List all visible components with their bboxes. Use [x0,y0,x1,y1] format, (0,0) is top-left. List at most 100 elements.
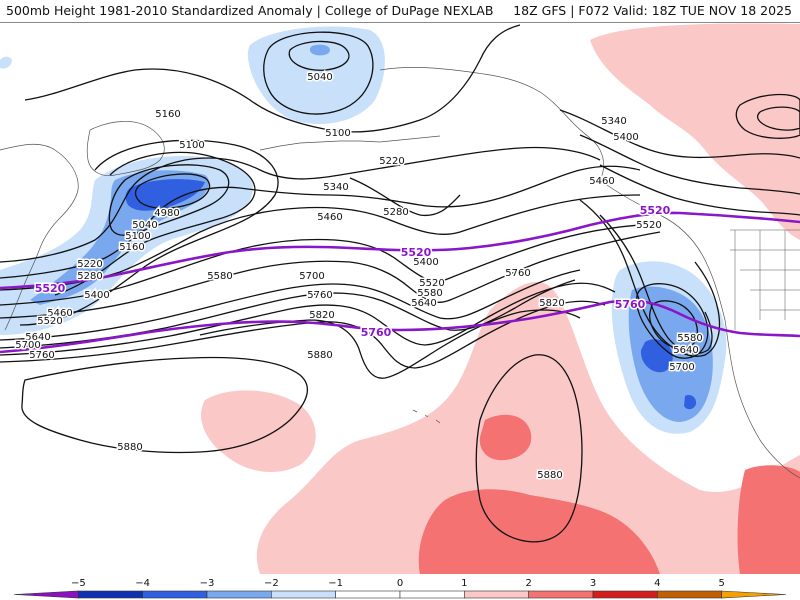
contour-5460-east [599,164,800,216]
negative-anomaly-kamchatka-inner [125,179,205,211]
contour-5340 [0,194,641,291]
colorbar-tick-label: −1 [328,578,343,589]
contour-5400 [0,224,641,306]
colorbar-swatch [142,590,208,599]
contour-ne-low-1 [735,93,800,139]
colorbar: −5 −4 −3 −2 −1 0 1 2 3 4 5 [0,574,800,600]
contour-trough-mid [599,214,713,355]
contour-label-5280: 5280 [77,271,102,282]
contour-label-5340: 5340 [323,182,348,193]
contour-5700-main [0,282,616,356]
coastlines [0,67,800,479]
contour-label-5640: 5640 [411,298,436,309]
colorbar-swatches [13,590,787,599]
coastline-hawaii [412,409,441,424]
contour-5220 [0,146,601,263]
contour-label-5400: 5400 [84,290,109,301]
model-run-info: 18Z GFS | F072 Valid: 18Z TUE NOV 18 202… [513,3,792,18]
colorbar-tick-label: −5 [71,578,86,589]
colorbar-tick-label: 1 [461,578,467,589]
map-title: 500mb Height 1981-2010 Standardized Anom… [6,3,494,18]
contour-label-5040: 5040 [307,72,332,83]
colorbar-tick-label: −3 [200,578,215,589]
map-canvas: 5040510051605100498050405100516052205280… [0,22,800,574]
contour-label-5340: 5340 [601,116,626,127]
negative-anomaly-east-pacific-core [640,339,673,373]
contour-label-5460: 5460 [589,176,614,187]
contour-5460 [0,231,661,319]
positive-anomaly-northeast [590,23,800,240]
contour-label-5100: 5100 [325,128,350,139]
colorbar-swatch [271,590,336,599]
highlight-contours [0,211,800,354]
highlight-label-5520: 5520 [401,246,432,259]
contour-5160-north [24,24,521,133]
negative-anomaly-bering [247,26,385,124]
contour-trough-outer [579,199,721,357]
contour-5160-kamchatka [19,139,279,326]
contour-label-5220: 5220 [379,156,404,167]
colorbar-tick-label: 3 [590,578,596,589]
contour-label-4980: 4980 [154,208,179,219]
contour-5100-kamchatka [54,151,256,296]
contour-label-5880: 5880 [117,442,142,453]
contour-5280 [0,165,641,279]
colorbar-swatch [657,590,722,599]
highlight-label-5520: 5520 [640,204,671,217]
negative-anomaly-east-pacific-spot [684,394,697,410]
contour-label-5580: 5580 [677,333,702,344]
contour-label-5640: 5640 [25,332,50,343]
contour-label-5160: 5160 [119,242,144,253]
contour-label-5460: 5460 [47,308,72,319]
contour-label-5160: 5160 [155,109,180,120]
contour-label-5280: 5280 [383,207,408,218]
coastline-aleutians [259,135,441,151]
contour-5040-kamchatka [108,164,230,236]
highlight-label-5760: 5760 [615,298,646,311]
negative-anomaly-aleutians-west [0,56,12,69]
anomaly-shading [0,23,800,574]
colorbar-swatch [592,590,658,599]
highlight-contour-5760 [0,299,800,354]
contour-5880-east [475,354,583,543]
contour-5760-main [0,300,606,369]
contour-label-5760: 5760 [307,290,332,301]
contour-label-5520: 5520 [636,220,661,231]
contour-label-5760: 5760 [29,350,54,361]
colorbar-tick-label: 5 [718,578,724,589]
colorbar-tick-labels: −5 −4 −3 −2 −1 0 1 2 3 4 5 [71,578,725,589]
colorbar-tick-label: 4 [654,578,660,589]
contour-label-5100: 5100 [179,140,204,151]
contour-label-5520: 5520 [37,316,62,327]
colorbar-swatch [399,590,465,599]
contour-label-5400: 5400 [413,257,438,268]
contour-label-5820: 5820 [539,298,564,309]
colorbar-swatch [13,590,79,599]
colorbar-swatch [335,590,401,599]
header-bar: 500mb Height 1981-2010 Standardized Anom… [0,0,800,23]
contour-label-5100: 5100 [125,231,150,242]
contour-label-5880: 5880 [307,350,332,361]
contour-5820-main [199,309,581,379]
colorbar-swatch [721,590,787,599]
contour-label-layer: 5040510051605100498050405100516052205280… [14,71,704,483]
contour-label-5820: 5820 [309,310,334,321]
highlight-label-layer: 5520 5520 5520 5760 5760 [33,203,672,341]
positive-anomaly-core-south [418,489,660,574]
contour-trough-inner-2 [649,300,699,349]
contour-5880-west [21,356,309,454]
colorbar-swatch [206,590,272,599]
positive-anomaly-core-mid [479,414,532,461]
colorbar-swatch [78,590,143,599]
contour-5280-east [349,177,461,217]
contour-label-5700: 5700 [15,340,40,351]
contour-label-5700: 5700 [299,271,324,282]
contour-5040-bering [288,40,350,71]
coastline-us-states [730,229,800,330]
contour-5580 [0,269,581,341]
contour-label-5700: 5700 [669,362,694,373]
coastline-asia [0,143,79,331]
contour-label-5640: 5640 [673,345,698,356]
contour-5400-east [579,134,800,195]
